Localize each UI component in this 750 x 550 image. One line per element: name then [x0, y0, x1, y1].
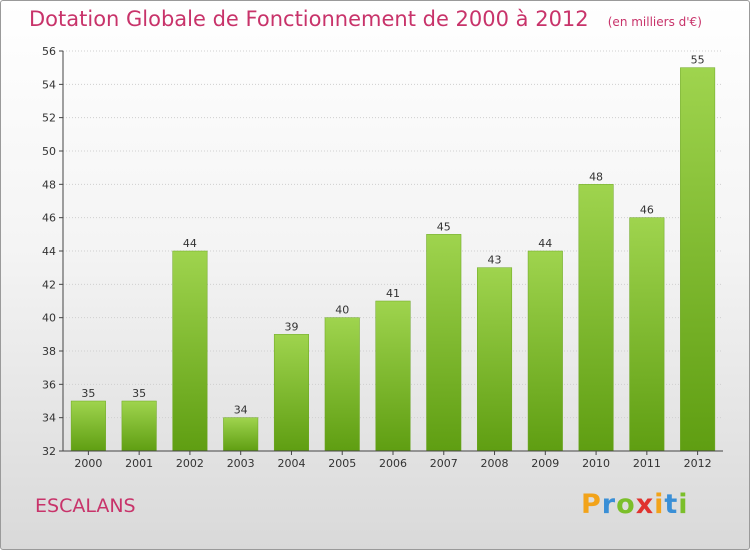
data-label-2008: 43 — [488, 254, 502, 267]
y-tick-label: 52 — [42, 112, 56, 125]
data-label-2000: 35 — [81, 387, 95, 400]
bar-2002 — [172, 250, 208, 452]
data-label-2003: 34 — [234, 404, 248, 417]
data-label-2011: 46 — [640, 204, 654, 217]
title-row: Dotation Globale de Fonctionnement de 20… — [29, 7, 702, 31]
y-tick-label: 50 — [42, 145, 56, 158]
x-tick-label-2006: 2006 — [379, 457, 407, 470]
chart-subtitle: (en milliers d'€) — [607, 15, 702, 29]
bar-2006 — [375, 300, 411, 452]
chart-title: Dotation Globale de Fonctionnement de 20… — [29, 7, 589, 31]
logo-letter: x — [635, 489, 655, 520]
y-tick-label: 46 — [42, 212, 56, 225]
bar-2004 — [273, 334, 309, 452]
y-tick-label: 36 — [42, 378, 56, 391]
proxiti-logo: Proxiti — [581, 489, 689, 520]
y-tick-label: 48 — [42, 178, 56, 191]
logo-letter: P — [581, 489, 602, 520]
x-tick-label-2005: 2005 — [328, 457, 356, 470]
x-tick-label-2001: 2001 — [125, 457, 153, 470]
bar-2001 — [121, 400, 157, 452]
data-label-2001: 35 — [132, 387, 146, 400]
y-tick-label: 44 — [42, 245, 56, 258]
bar-2012 — [680, 67, 716, 452]
y-tick-label: 34 — [42, 412, 56, 425]
x-tick-label-2012: 2012 — [684, 457, 712, 470]
commune-name: ESCALANS — [35, 495, 136, 517]
bar-2008 — [477, 267, 513, 452]
y-tick-label: 54 — [42, 78, 56, 91]
logo-letter: i — [678, 489, 689, 520]
bar-2003 — [223, 417, 259, 452]
x-tick-label-2008: 2008 — [481, 457, 509, 470]
logo-letter: i — [654, 489, 665, 520]
data-label-2004: 39 — [284, 320, 298, 333]
data-label-2002: 44 — [183, 237, 197, 250]
bar-2007 — [426, 234, 462, 452]
bar-2010 — [578, 184, 614, 452]
x-tick-label-2004: 2004 — [277, 457, 305, 470]
data-label-2012: 55 — [691, 54, 705, 67]
x-tick-label-2010: 2010 — [582, 457, 610, 470]
y-tick-label: 40 — [42, 312, 56, 325]
data-label-2006: 41 — [386, 287, 400, 300]
y-tick-label: 42 — [42, 278, 56, 291]
logo-letter: t — [664, 489, 679, 520]
x-tick-label-2007: 2007 — [430, 457, 458, 470]
axis-layer: 32 34 36 38 40 42 44 46 48 50 52 54 56 2000 2001 2002 20… — [42, 45, 723, 470]
bar-2009 — [527, 250, 563, 452]
y-tick-label: 32 — [42, 445, 56, 458]
bars-layer: 35 35 44 34 39 40 41 45 43 44 48 46 55 — [70, 54, 716, 452]
bar-2011 — [629, 217, 665, 452]
x-tick-label-2000: 2000 — [74, 457, 102, 470]
y-tick-label: 38 — [42, 345, 56, 358]
x-tick-label-2009: 2009 — [531, 457, 559, 470]
data-label-2010: 48 — [589, 170, 603, 183]
bar-2005 — [324, 317, 360, 452]
logo-letter: r — [601, 489, 617, 520]
logo-letter: o — [616, 489, 636, 520]
data-label-2007: 45 — [437, 220, 451, 233]
x-tick-label-2011: 2011 — [633, 457, 661, 470]
x-tick-label-2002: 2002 — [176, 457, 204, 470]
data-label-2005: 40 — [335, 304, 349, 317]
x-tick-label-2003: 2003 — [227, 457, 255, 470]
bar-2000 — [70, 400, 106, 452]
data-label-2009: 44 — [538, 237, 552, 250]
y-tick-label: 56 — [42, 45, 56, 58]
